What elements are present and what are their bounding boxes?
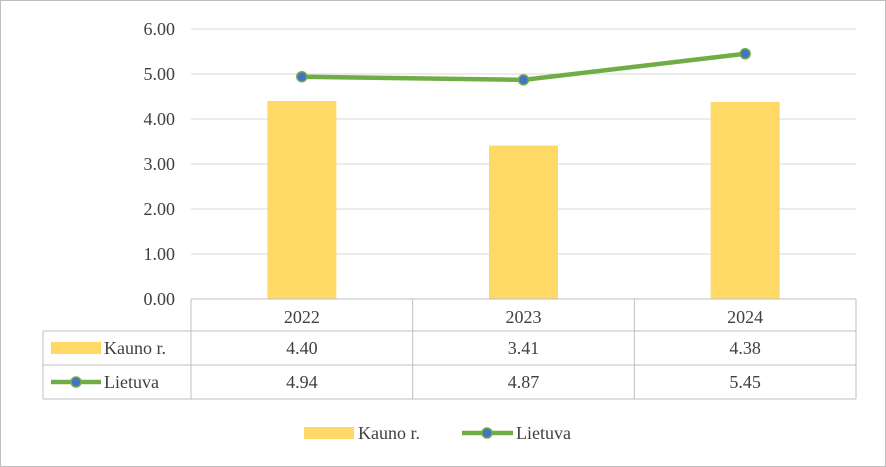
table-legend-key-kauno-r	[51, 342, 101, 354]
table-value-cell: 3.41	[508, 338, 540, 358]
x-category-label: 2023	[506, 307, 542, 327]
bar-kauno-r	[710, 101, 780, 300]
table-value-cell: 5.45	[729, 372, 761, 392]
legend-label-kauno-r: Kauno r.	[358, 423, 420, 443]
y-tick-label: 1.00	[144, 244, 176, 264]
legend-label-lietuva: Lietuva	[516, 423, 571, 443]
y-tick-label: 6.00	[144, 19, 176, 39]
table-value-cell: 4.38	[729, 338, 761, 358]
table-legend-key-marker-lietuva	[70, 376, 82, 388]
point-lietuva	[296, 70, 308, 83]
y-tick-label: 4.00	[144, 109, 176, 129]
table-value-cell: 4.40	[286, 338, 318, 358]
x-category-label: 2022	[284, 307, 320, 327]
y-tick-label: 0.00	[144, 289, 176, 309]
table-value-cell: 4.87	[508, 372, 540, 392]
table-value-cell: 4.94	[286, 372, 318, 392]
y-tick-label: 2.00	[144, 199, 176, 219]
legend-key-kauno-r	[304, 427, 354, 439]
y-tick-label: 5.00	[144, 64, 176, 84]
table-series-name: Kauno r.	[104, 338, 166, 358]
point-lietuva	[517, 74, 530, 86]
bar-kauno-r	[267, 101, 337, 299]
bar-kauno-r	[489, 145, 558, 299]
legend-key-marker-lietuva	[481, 427, 493, 439]
x-category-label: 2024	[727, 307, 763, 327]
table-series-name: Lietuva	[104, 372, 159, 392]
y-tick-label: 3.00	[144, 154, 176, 174]
point-lietuva	[739, 48, 751, 60]
